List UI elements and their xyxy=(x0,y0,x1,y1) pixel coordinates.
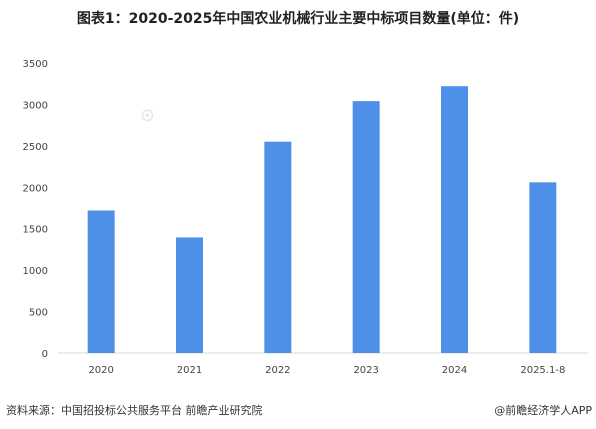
y-tick-label: 3500 xyxy=(23,59,48,70)
source-note: 资料来源：中国招投标公共服务平台 前瞻产业研究院 xyxy=(6,404,263,417)
y-tick-label: 2500 xyxy=(23,142,48,153)
x-tick-label: 2021 xyxy=(177,365,202,376)
chart-title: 图表1：2020-2025年中国农业机械行业主要中标项目数量(单位：件) xyxy=(76,11,520,27)
brand-credit: @前瞻经济学人APP xyxy=(494,404,592,417)
y-tick-label: 3000 xyxy=(23,100,48,111)
footer: 资料来源：中国招投标公共服务平台 前瞻产业研究院 @前瞻经济学人APP xyxy=(0,400,596,422)
y-tick-label: 1500 xyxy=(23,225,48,236)
x-tick-label: 2020 xyxy=(88,365,113,376)
bar-2025.1-8 xyxy=(529,182,557,353)
bar-2024 xyxy=(441,86,468,353)
y-tick-label: 0 xyxy=(42,349,48,360)
y-axis: 0 500 1000 1500 2000 2500 3000 3500 xyxy=(23,59,48,360)
x-tick-label: 2024 xyxy=(442,365,467,376)
x-tick-label: 2023 xyxy=(353,365,378,376)
bar-2022 xyxy=(264,141,292,353)
bar-2023 xyxy=(352,101,380,353)
y-tick-label: 2000 xyxy=(23,183,48,194)
x-tick-label: 2022 xyxy=(265,365,290,376)
y-tick-label: 500 xyxy=(29,308,48,319)
x-tick-label: 2025.1-8 xyxy=(520,365,565,376)
bar-2020 xyxy=(87,210,115,353)
x-axis: 2020 2021 2022 2023 2024 2025.1-8 xyxy=(88,365,565,376)
y-tick-label: 1000 xyxy=(23,266,48,277)
bar-2021 xyxy=(176,237,203,353)
bars xyxy=(87,86,557,353)
